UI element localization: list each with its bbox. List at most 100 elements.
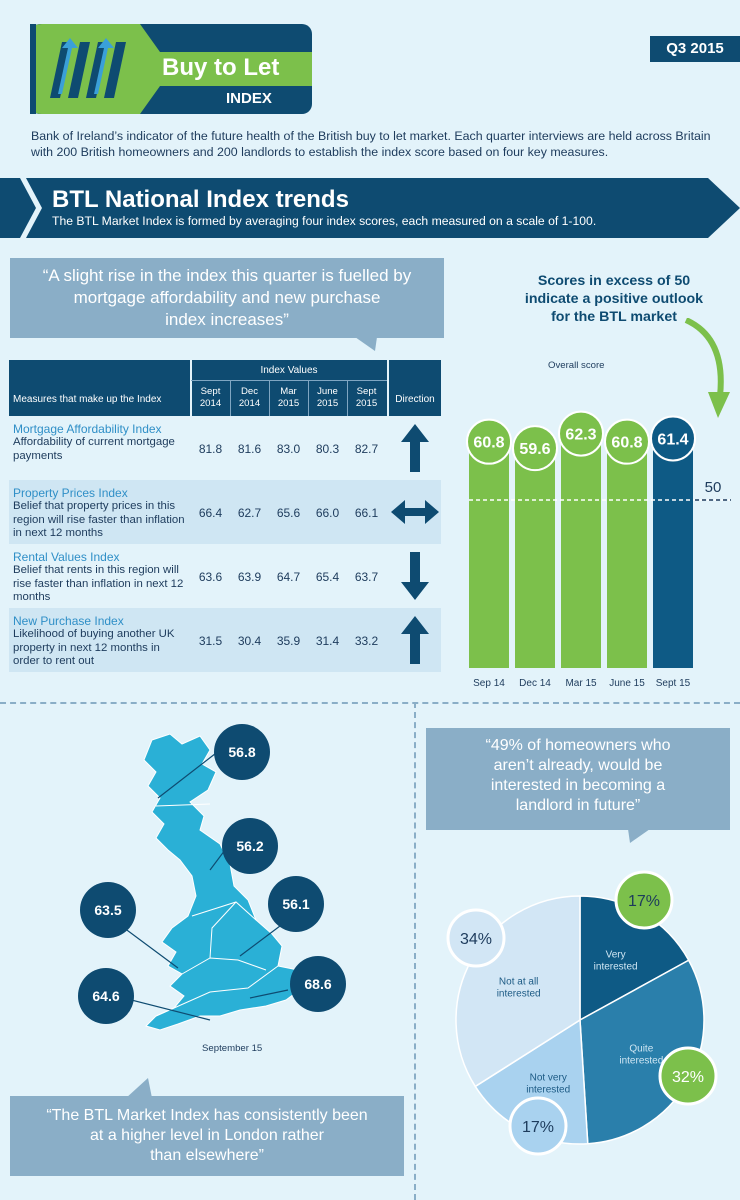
quote-tail	[126, 1078, 152, 1098]
table-cell: 82.7	[354, 442, 379, 456]
pie-slice-label: Not very	[530, 1072, 567, 1083]
percentage-bubble	[614, 870, 674, 930]
map-caption: September 15	[202, 1043, 263, 1054]
x-tick-label: Sep 14	[473, 678, 505, 689]
region-score: 56.2	[236, 838, 263, 854]
table-cell: 63.6	[198, 570, 223, 584]
table-cell: 62.7	[237, 506, 262, 520]
measures-header: Measures that make up the Index	[13, 394, 162, 405]
bar-value-label: 59.6	[519, 441, 550, 458]
table-row: Rental Values Index Belief that rents in…	[9, 544, 441, 608]
curved-arrow-icon	[684, 318, 730, 418]
percentage-bubble	[508, 1096, 568, 1156]
quote-london: “The BTL Market Index has consistently b…	[10, 1096, 404, 1176]
table-header: Measures that make up the Index Index Va…	[9, 360, 441, 416]
table-cell: 30.4	[237, 634, 262, 648]
table-cell: 65.4	[315, 570, 340, 584]
row-description: Belief that property prices in this regi…	[13, 500, 185, 539]
region-score: 64.6	[92, 988, 119, 1004]
logo-subtitle: INDEX	[226, 90, 272, 107]
bar-value-circle	[650, 415, 696, 462]
region-circle	[222, 818, 278, 874]
quote-tail	[628, 829, 650, 843]
region-score: 56.8	[228, 744, 255, 760]
section-banner	[0, 178, 740, 238]
table-cell: 63.7	[354, 570, 379, 584]
pie-slice-label: interested	[526, 1084, 570, 1095]
quote-tail	[355, 337, 377, 351]
table-cell: 65.6	[276, 506, 301, 520]
bar	[653, 438, 693, 668]
x-tick-label: Dec 14	[519, 678, 551, 689]
table-cell: 35.9	[276, 634, 301, 648]
positive-outlook-callout: Scores in excess of 50 indicate a positi…	[496, 272, 732, 326]
direction-header: Direction	[395, 394, 435, 405]
bar-value-label: 61.4	[657, 431, 688, 448]
region-score: 63.5	[94, 902, 121, 918]
x-tick-label: June 15	[609, 678, 645, 689]
gb-regional-map: 56.8 56.2 63.5 56.1 64.6 68.6	[78, 724, 346, 1031]
row-description: Likelihood of buying another UK property…	[13, 628, 175, 667]
bar	[607, 441, 647, 668]
region-circle	[78, 968, 134, 1024]
gb-map-shape	[143, 733, 303, 1031]
callout-line: Scores in excess of 50	[537, 273, 691, 289]
column-header: Dec 2014	[238, 386, 261, 409]
column-header: June 2015	[316, 386, 339, 409]
table-cell: 81.8	[198, 442, 223, 456]
table-cell: 31.5	[198, 634, 223, 648]
table-cell: 80.3	[315, 442, 340, 456]
column-header: Sept 2014	[199, 386, 222, 409]
pie-slice-label: Not at all	[499, 976, 538, 987]
callout-line: for the BTL market	[551, 309, 677, 325]
pie-slice-label: interested	[497, 988, 541, 999]
table-cell: 81.6	[237, 442, 262, 456]
table-cell: 83.0	[276, 442, 301, 456]
table-cell: 31.4	[315, 634, 340, 648]
bar	[561, 433, 601, 668]
index-values-header: Index Values	[260, 365, 318, 376]
x-tick-label: Sept 15	[656, 678, 691, 689]
x-tick-label: Mar 15	[565, 678, 597, 689]
table-cell: 66.4	[198, 506, 223, 520]
bar	[515, 448, 555, 668]
quote-line: mortgage affordability and new purchase	[73, 288, 381, 307]
left-right-arrow-icon	[391, 500, 439, 524]
pie-slice-label: Quite	[629, 1044, 653, 1055]
bar	[469, 441, 509, 668]
quote-line: “49% of homeowners who	[485, 737, 671, 754]
bar-value-circle	[512, 425, 558, 472]
percentage-label: 32%	[672, 1069, 704, 1086]
table-row: New Purchase Index Likelihood of buying …	[9, 608, 441, 672]
percentage-bubble	[658, 1046, 718, 1106]
btl-index-logo: Buy to Let INDEX	[30, 24, 312, 114]
table-cell: 66.0	[315, 506, 340, 520]
table-cell: 66.1	[354, 506, 379, 520]
logo-title: Buy to Let	[162, 54, 280, 81]
table-cell: 64.7	[276, 570, 301, 584]
table-cell: 33.2	[354, 634, 379, 648]
down-arrow-icon	[401, 552, 429, 600]
reference-line-label: 50	[705, 479, 722, 496]
region-circle	[290, 956, 346, 1012]
region-circle	[214, 724, 270, 780]
row-title: New Purchase Index	[13, 614, 124, 628]
overall-score-chart: 60.8 Sep 14 59.6 Dec 14 62.3 Mar 15 60.8 June 1…	[466, 410, 731, 689]
row-title: Rental Values Index	[13, 550, 120, 564]
table-cell: 63.9	[237, 570, 262, 584]
percentage-label: 17%	[522, 1119, 554, 1136]
quote-index-rise: “A slight rise in the index this quarter…	[10, 258, 444, 338]
row-title: Mortgage Affordability Index	[13, 422, 162, 436]
quote-line: “A slight rise in the index this quarter…	[42, 266, 412, 285]
region-score: 56.1	[282, 896, 309, 912]
banner-subtitle: The BTL Market Index is formed by averag…	[52, 214, 597, 228]
callout-line: indicate a positive outlook	[524, 291, 704, 307]
bar-value-circle	[558, 410, 604, 457]
chart-title: Overall score	[548, 360, 605, 371]
quote-line: “The BTL Market Index has consistently b…	[46, 1107, 368, 1124]
intro-text: Bank of Ireland’s indicator of the futur…	[31, 129, 711, 159]
row-description: Belief that rents in this region will ri…	[13, 564, 184, 603]
up-arrow-icon	[401, 424, 429, 472]
quote-homeowners: “49% of homeowners who aren’t already, w…	[426, 728, 730, 830]
